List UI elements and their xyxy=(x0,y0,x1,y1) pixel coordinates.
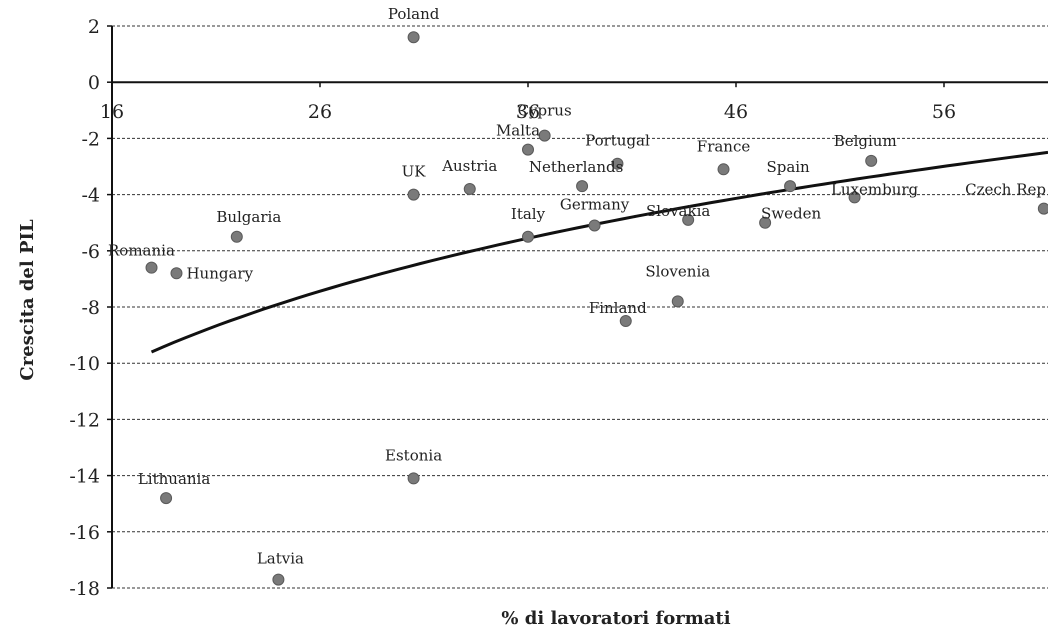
x-tick-label: 36 xyxy=(516,101,540,123)
x-tick-label: 56 xyxy=(932,101,956,123)
y-tick-label: -2 xyxy=(81,128,100,150)
point-label: Poland xyxy=(388,5,440,23)
point-label: Sweden xyxy=(761,205,821,223)
data-point xyxy=(611,157,624,170)
data-point xyxy=(865,154,878,167)
data-point xyxy=(170,267,183,280)
point-label: Netherlands xyxy=(529,158,623,176)
axes xyxy=(107,25,1048,589)
point-label: Estonia xyxy=(385,446,442,464)
point-label: France xyxy=(697,137,751,155)
x-tick-label: 26 xyxy=(308,101,332,123)
y-axis-title: Crescita del PIL xyxy=(17,219,38,381)
point-label: Cyprus xyxy=(518,102,572,120)
point-label: Italy xyxy=(511,205,546,223)
y-tick-label: 0 xyxy=(88,72,100,94)
point-label: Slovakia xyxy=(646,202,710,220)
point-label: Portugal xyxy=(585,132,650,150)
point-label: Luxemburg xyxy=(831,180,919,198)
point-label: Spain xyxy=(766,158,810,176)
data-point xyxy=(230,230,243,243)
point-label: Belgium xyxy=(834,132,897,150)
y-tick-label: -4 xyxy=(81,185,100,207)
data-point xyxy=(272,573,285,586)
y-tick-label: -18 xyxy=(69,578,100,600)
data-point xyxy=(145,261,158,274)
data-point xyxy=(463,182,476,195)
point-label: Finland xyxy=(589,299,647,317)
data-point xyxy=(848,191,861,204)
x-tick-label: 46 xyxy=(724,101,748,123)
tick-labels: 2 0 -2 -4 -6 -8 -10 -12 -14 -16 -18 16 26 36 46 56 xyxy=(69,16,956,600)
data-point xyxy=(784,180,797,193)
y-tick-label: -16 xyxy=(69,522,100,544)
point-label: Romania xyxy=(108,242,175,260)
data-point xyxy=(407,188,420,201)
y-tick-label: -6 xyxy=(81,241,100,263)
y-tick-label: -12 xyxy=(69,409,100,431)
gridlines xyxy=(112,25,1048,589)
data-point xyxy=(407,31,420,44)
data-point xyxy=(538,129,551,142)
data-point xyxy=(759,216,772,229)
data-point xyxy=(671,295,684,308)
data-point xyxy=(407,472,420,485)
data-point xyxy=(576,180,589,193)
point-label: Germany xyxy=(560,196,630,214)
point-label: Slovenia xyxy=(645,262,710,280)
y-tick-label: 2 xyxy=(88,16,100,38)
data-point xyxy=(522,143,534,156)
point-label: Latvia xyxy=(257,550,304,568)
y-tick-label: -8 xyxy=(81,297,100,319)
y-tick-label: -14 xyxy=(69,466,100,488)
x-tick-label: 16 xyxy=(100,101,124,123)
data-point xyxy=(682,213,695,226)
point-label: Malta xyxy=(496,122,540,140)
data-point xyxy=(1037,202,1048,215)
point-label: Lithuania xyxy=(138,470,211,488)
data-point xyxy=(619,315,632,328)
data-points: Poland Cyprus Malta Portugal France Belgium UK… xyxy=(108,5,1048,586)
x-axis-title: % di lavoratori formati xyxy=(501,608,730,629)
point-label: Bulgaria xyxy=(216,208,281,226)
data-point xyxy=(588,219,601,232)
point-label: UK xyxy=(402,163,427,181)
point-label: Austria xyxy=(441,157,497,175)
data-point xyxy=(717,163,730,176)
y-tick-label: -10 xyxy=(69,353,100,375)
point-label: Hungary xyxy=(186,264,253,282)
point-label: Czech Rep xyxy=(965,181,1046,199)
data-point xyxy=(522,230,534,243)
data-point xyxy=(160,492,173,505)
